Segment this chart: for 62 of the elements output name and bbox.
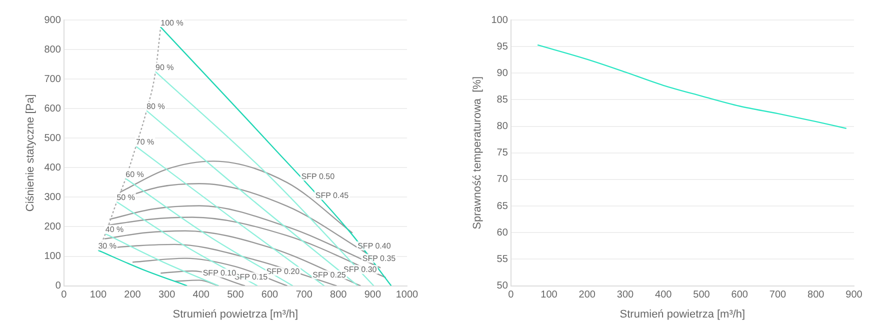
y-tick-label: 65 [496, 200, 508, 212]
x-tick-label: 700 [296, 290, 313, 301]
y-tick-label: 85 [496, 94, 508, 106]
x-tick-label: 300 [158, 290, 176, 301]
y-tick-label: 700 [44, 74, 62, 85]
annotation: SFP 0.25 [312, 270, 346, 280]
y-tick-label: 0 [55, 280, 62, 292]
x-tick-label: 500 [693, 290, 710, 301]
annotation: 80 % [146, 102, 165, 111]
x-axis-title: Strumień powietrza [m³/h] [172, 308, 298, 320]
y-tick-label: 80 [496, 121, 508, 132]
y-tick-label: 400 [44, 162, 62, 174]
x-tick-label: 100 [90, 290, 107, 301]
x-tick-label: 500 [227, 290, 244, 301]
annotation: 30 % [98, 242, 116, 251]
y-axis-title: Sprawność temperaturowa [%] [472, 76, 484, 230]
x-tick-label: 900 [846, 290, 863, 301]
y-tick-label: 100 [491, 14, 508, 26]
x-axis-title: Strumień powietrza [m³/h] [620, 308, 746, 320]
x-tick-label: 400 [192, 290, 210, 301]
annotation: SFP 0.20 [266, 266, 300, 276]
x-tick-label: 1000 [396, 290, 419, 301]
annotation: 60 % [126, 170, 144, 179]
x-tick-label: 200 [124, 290, 142, 301]
y-tick-label: 800 [44, 44, 62, 56]
y-tick-label: 300 [44, 192, 62, 203]
y-tick-label: 60 [496, 227, 508, 238]
annotation: 90 % [155, 62, 174, 72]
x-tick-label: 800 [808, 290, 825, 301]
x-tick-label: 200 [578, 290, 596, 301]
y-tick-label: 55 [496, 254, 508, 265]
y-tick-label: 500 [44, 132, 62, 144]
annotation: SFP 0.10 [202, 268, 237, 278]
annotation: SFP 0.50 [301, 172, 336, 181]
x-tick-label: 300 [616, 290, 634, 301]
annotation: SFP 0.45 [315, 191, 350, 200]
annotation: 70 % [136, 138, 154, 147]
annotation: SFP 0.40 [358, 242, 392, 251]
y-tick-label: 95 [496, 41, 508, 52]
x-tick-label: 600 [731, 290, 748, 301]
y-tick-label: 900 [44, 14, 62, 26]
y-tick-label: 100 [44, 251, 62, 262]
annotation: 40 % [105, 225, 124, 234]
annotation: SFP 0.35 [362, 254, 396, 263]
y-tick-label: 200 [44, 221, 62, 232]
x-tick-label: 600 [261, 290, 279, 301]
annotation: 100 % [160, 18, 184, 28]
y-tick-label: 600 [44, 103, 62, 114]
y-tick-label: 50 [496, 280, 508, 292]
annotation: 50 % [116, 193, 135, 202]
annotation: SFP 0.30 [344, 265, 378, 274]
x-tick-label: 800 [330, 290, 348, 301]
y-axis-title: Ciśnienie statyczne [Pa] [24, 94, 37, 212]
x-tick-label: 900 [364, 290, 382, 301]
x-tick-label: 100 [540, 290, 558, 301]
y-tick-label: 70 [496, 174, 508, 186]
x-tick-label: 700 [769, 290, 787, 301]
x-tick-label: 400 [655, 290, 672, 301]
annotation: SFP 0.15 [234, 272, 268, 282]
line-series [536, 44, 847, 130]
y-tick-label: 75 [496, 148, 508, 159]
y-tick-label: 90 [496, 68, 508, 79]
